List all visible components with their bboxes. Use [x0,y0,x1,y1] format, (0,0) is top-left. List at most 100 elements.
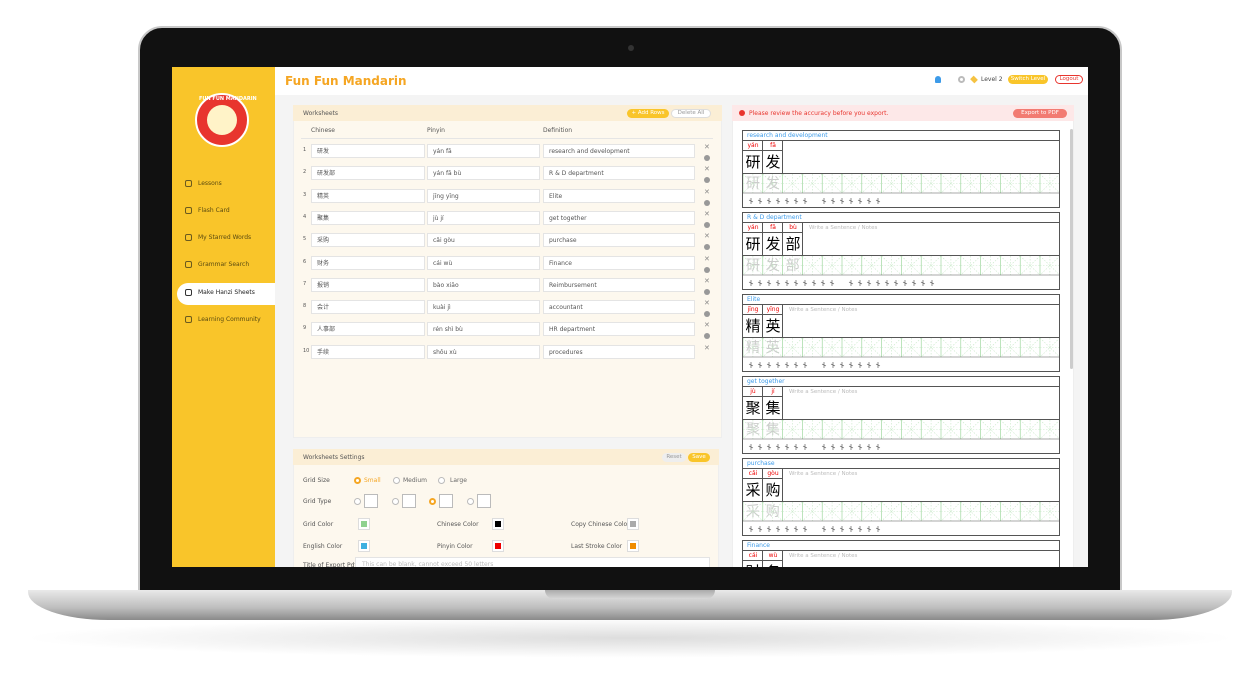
radio[interactable] [392,498,399,505]
remove-icon[interactable]: ✕ [704,143,710,151]
menu-item[interactable]: Learning Community [198,316,261,323]
color-swatch[interactable] [627,540,639,552]
hanzi: 务 [763,565,783,568]
chinese-input[interactable]: 采购 [311,233,425,248]
radio[interactable] [438,477,445,484]
pinyin-input[interactable]: bào xiāo [427,277,540,292]
color-swatch[interactable] [358,540,370,552]
pdf-title-input[interactable]: This can be blank, cannot exceed 50 lett… [355,557,710,567]
radio[interactable] [429,498,436,505]
menu-item[interactable]: Make Hanzi Sheets [198,289,255,296]
chinese-input[interactable]: 精英 [311,188,425,203]
menu-item[interactable]: Grammar Search [198,261,250,268]
chinese-input[interactable]: 会计 [311,300,425,315]
chinese-input[interactable]: 人事部 [311,322,425,337]
delete-all[interactable]: Delete All [671,109,711,118]
logout[interactable]: Logout [1055,75,1083,84]
chinese-input[interactable]: 聚集 [311,210,425,225]
remove-icon[interactable]: ✕ [704,165,710,174]
color-swatch[interactable] [492,540,504,552]
definition-input[interactable]: Reimbursement [543,277,695,292]
grid-type-icon[interactable] [364,494,378,508]
save[interactable]: Save [688,453,710,462]
pinyin-input[interactable]: shǒu xù [427,344,540,359]
export-pdf[interactable]: Export to PDF [1013,109,1067,118]
radio[interactable] [393,477,400,484]
card-rule [743,304,1059,305]
color-swatch[interactable] [358,518,370,530]
add-icon[interactable] [704,155,710,161]
color-swatch[interactable] [627,518,639,530]
remove-icon[interactable]: ✕ [704,299,710,308]
chinese-input[interactable]: 研发 [311,144,425,158]
menu-item[interactable]: Flash Card [198,207,230,214]
remove-icon[interactable]: ✕ [704,254,710,263]
definition-input[interactable]: R & D department [543,166,695,181]
color-swatch[interactable] [492,518,504,530]
definition-input[interactable]: purchase [543,233,695,248]
size-option[interactable]: Large [450,477,467,484]
remove-icon[interactable]: ✕ [704,321,710,330]
pinyin-input[interactable]: jù jí [427,210,540,225]
hanzi-cell [743,151,763,173]
remove-icon[interactable]: ✕ [704,276,710,285]
remove-icon[interactable]: ✕ [704,209,710,218]
pinyin: yīng [766,306,780,313]
scrollbar [1070,129,1073,369]
grid-type-icon[interactable] [402,494,416,508]
radio[interactable] [354,498,361,505]
pinyin-input[interactable]: kuài jì [427,300,540,315]
add-icon[interactable] [704,288,710,295]
definition-input[interactable]: HR department [543,322,695,337]
menu-icon [185,180,192,187]
pinyin-input[interactable]: jīng yīng [427,188,540,203]
hanzi: 财 [743,565,763,568]
card-rule [743,255,1059,256]
definition-input[interactable]: procedures [543,344,695,359]
definition-input[interactable]: research and development [543,144,695,158]
definition-input[interactable]: accountant [543,300,695,315]
hanzi-cell [763,561,783,567]
reset[interactable]: Reset [662,453,686,462]
notes-placeholder: Write a Sentence / Notes [809,225,878,231]
pinyin-input[interactable]: cǎi gòu [427,233,540,248]
menu-item[interactable]: My Starred Words [198,234,252,241]
definition-input[interactable]: Finance [543,255,695,270]
pinyin-input[interactable]: rén shì bù [427,322,540,337]
worksheet-card: purchase cǎi 采采 gòu 购购 Write a Sentence / Not… [742,458,1060,536]
add-icon[interactable] [704,244,710,251]
column-header: Chinese [311,127,335,134]
pinyin: fā [770,224,776,231]
settings-icon[interactable] [958,76,965,83]
add-icon[interactable] [704,311,710,318]
add-icon[interactable] [704,221,710,228]
radio[interactable] [354,477,361,484]
add-icon[interactable] [704,199,710,206]
hanzi-cell [743,315,763,337]
chinese-input[interactable]: 研发部 [311,166,425,181]
pinyin-input[interactable]: cái wù [427,255,540,270]
remove-icon[interactable]: ✕ [704,343,710,352]
size-option[interactable]: Medium [403,477,427,484]
add-icon[interactable] [704,266,710,273]
add-icon[interactable] [704,177,710,184]
definition-input[interactable]: get together [543,210,695,225]
remove-icon[interactable]: ✕ [704,232,710,241]
chinese-input[interactable]: 报销 [311,277,425,292]
chinese-input[interactable]: 手续 [311,344,425,359]
menu-item[interactable]: Lessons [198,180,222,187]
definition-input[interactable]: Elite [543,188,695,203]
add-rows[interactable]: + Add Rows [627,109,669,118]
grid-type-icon[interactable] [477,494,491,508]
user-icon[interactable] [935,76,941,83]
size-option[interactable]: Small [364,477,381,484]
add-icon[interactable] [704,333,710,340]
pinyin-input[interactable]: yán fā [427,144,540,158]
radio[interactable] [467,498,474,505]
switch-level[interactable]: Switch Level [1008,75,1048,84]
remove-icon[interactable]: ✕ [704,187,710,196]
grid-type-icon[interactable] [439,494,453,508]
chinese-input[interactable]: 财务 [311,255,425,270]
settings-title: Worksheets Settings [303,454,365,461]
pinyin-input[interactable]: yán fā bù [427,166,540,181]
